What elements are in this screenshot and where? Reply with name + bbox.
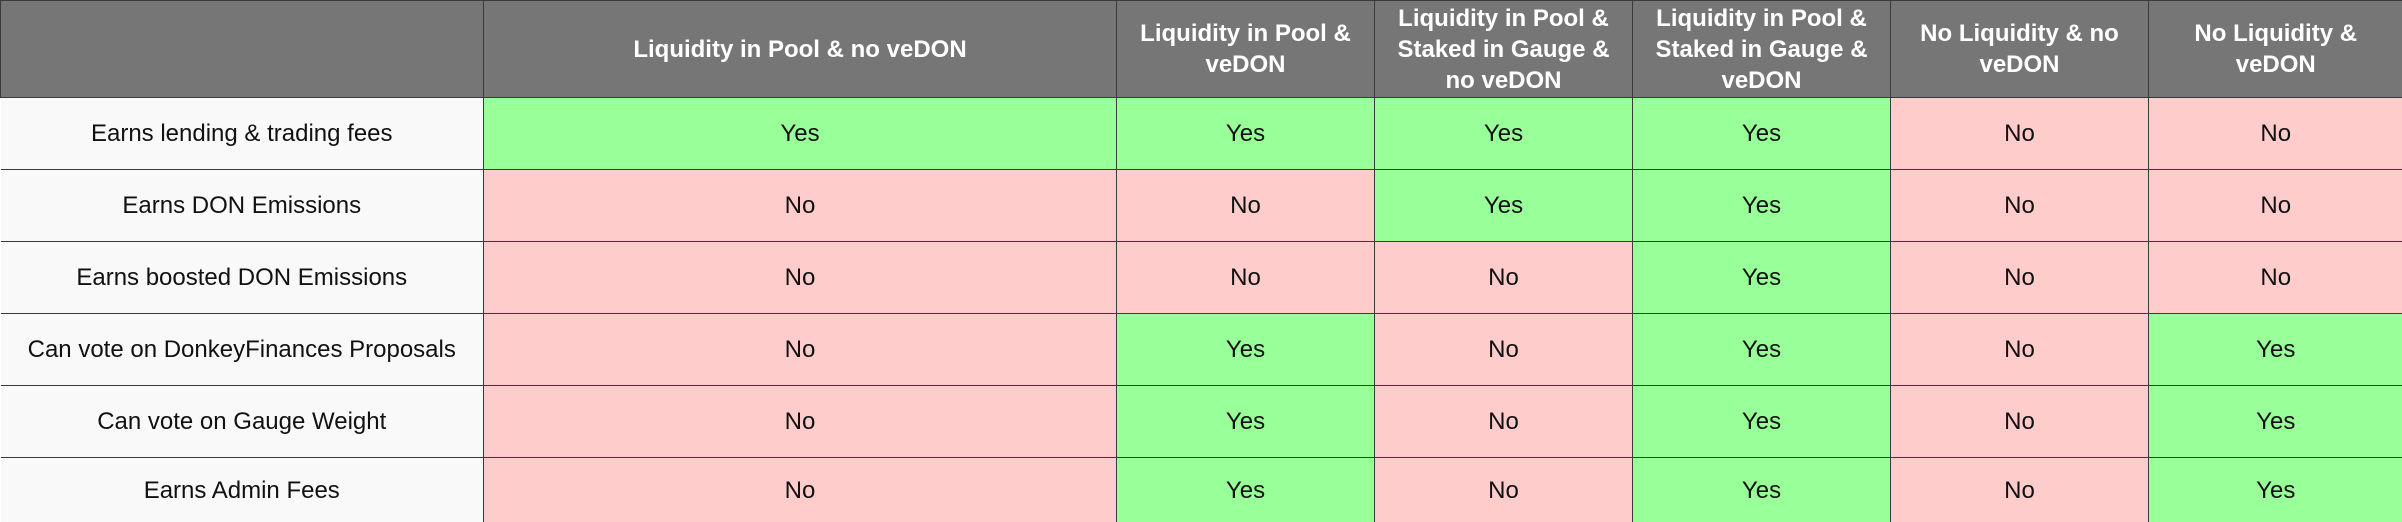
row-label: Can vote on Gauge Weight bbox=[0, 385, 484, 458]
table-cell: Yes bbox=[2148, 457, 2402, 522]
table-cell: Yes bbox=[1632, 241, 1891, 314]
table-cell: No bbox=[1890, 97, 2149, 170]
table-cell: Yes bbox=[1374, 97, 1633, 170]
table-cell: Yes bbox=[1632, 169, 1891, 242]
table-cell: No bbox=[1374, 385, 1633, 458]
header-row: Liquidity in Pool & no veDON Liquidity i… bbox=[0, 0, 2402, 98]
row-label: Can vote on DonkeyFinances Proposals bbox=[0, 313, 484, 386]
table-cell: Yes bbox=[2148, 313, 2402, 386]
column-header: Liquidity in Pool & Staked in Gauge & ve… bbox=[1632, 0, 1891, 98]
column-header: No Liquidity & veDON bbox=[2148, 0, 2402, 98]
column-header: Liquidity in Pool & veDON bbox=[1116, 0, 1375, 98]
table-cell: No bbox=[1116, 241, 1375, 314]
table-cell: Yes bbox=[1116, 97, 1375, 170]
table-row: Earns boosted DON Emissions No No No Yes… bbox=[0, 241, 2402, 314]
table-cell: No bbox=[1374, 313, 1633, 386]
table-cell: Yes bbox=[1632, 313, 1891, 386]
table-cell: Yes bbox=[483, 97, 1117, 170]
table-row: Can vote on Gauge Weight No Yes No Yes N… bbox=[0, 385, 2402, 458]
column-header: No Liquidity & no veDON bbox=[1890, 0, 2149, 98]
table-cell: No bbox=[2148, 97, 2402, 170]
table-cell: Yes bbox=[1632, 97, 1891, 170]
table-cell: No bbox=[2148, 241, 2402, 314]
table-cell: No bbox=[1116, 169, 1375, 242]
table-cell: No bbox=[2148, 169, 2402, 242]
table-cell: Yes bbox=[1116, 385, 1375, 458]
table-cell: No bbox=[483, 169, 1117, 242]
table-cell: No bbox=[1890, 169, 2149, 242]
table-cell: No bbox=[483, 313, 1117, 386]
table-row: Earns DON Emissions No No Yes Yes No No bbox=[0, 169, 2402, 242]
table-cell: Yes bbox=[1632, 385, 1891, 458]
column-header: Liquidity in Pool & Staked in Gauge & no… bbox=[1374, 0, 1633, 98]
table-cell: No bbox=[1890, 241, 2149, 314]
header-corner-cell bbox=[0, 0, 484, 98]
table-cell: No bbox=[1374, 457, 1633, 522]
table-cell: No bbox=[483, 241, 1117, 314]
table-row: Earns lending & trading fees Yes Yes Yes… bbox=[0, 97, 2402, 170]
row-label: Earns Admin Fees bbox=[0, 457, 484, 522]
table-cell: Yes bbox=[2148, 385, 2402, 458]
row-label: Earns DON Emissions bbox=[0, 169, 484, 242]
column-header: Liquidity in Pool & no veDON bbox=[483, 0, 1117, 98]
table-cell: Yes bbox=[1632, 457, 1891, 522]
table-cell: No bbox=[1890, 385, 2149, 458]
table-cell: No bbox=[483, 385, 1117, 458]
table-cell: Yes bbox=[1116, 313, 1375, 386]
table-cell: Yes bbox=[1374, 169, 1633, 242]
row-label: Earns lending & trading fees bbox=[0, 97, 484, 170]
table-row: Earns Admin Fees No Yes No Yes No Yes bbox=[0, 457, 2402, 522]
table-row: Can vote on DonkeyFinances Proposals No … bbox=[0, 313, 2402, 386]
table-cell: No bbox=[1890, 457, 2149, 522]
table-cell: No bbox=[483, 457, 1117, 522]
table-cell: No bbox=[1890, 313, 2149, 386]
row-label: Earns boosted DON Emissions bbox=[0, 241, 484, 314]
table-cell: No bbox=[1374, 241, 1633, 314]
table-cell: Yes bbox=[1116, 457, 1375, 522]
